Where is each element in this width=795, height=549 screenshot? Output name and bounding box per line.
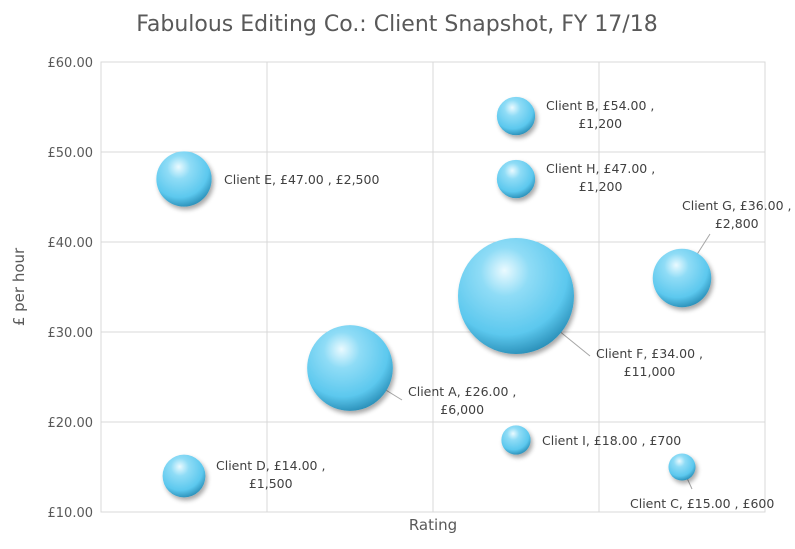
chart-title: Fabulous Editing Co.: Client Snapshot, F… [136,12,657,37]
data-label-line: £1,200 [578,116,622,131]
bubble-client-e [156,151,212,207]
data-label-line: Client C, £15.00 , £600 [630,496,774,511]
y-tick-label: £30.00 [48,326,94,341]
data-label-line: Client I, £18.00 , £700 [542,433,681,448]
data-label: Client E, £47.00 , £2,500 [224,172,379,187]
data-label-line: £2,800 [715,216,759,231]
y-tick-label: £60.00 [48,56,94,71]
data-labels: Client A, £26.00 , £6,000 Client B, £54.00… [216,98,791,511]
bubble-client-d [162,454,206,498]
bubbles [156,96,712,498]
bubble-client-c [668,453,696,481]
bubble-client-i [501,425,531,455]
data-label: Client B, £54.00 , £1,200 [546,98,654,131]
data-label-line: Client A, £26.00 , [408,384,516,399]
data-label: Client D, £14.00 , £1,500 [216,458,325,491]
y-tick-label: £40.00 [48,236,94,251]
data-label-line: Client E, £47.00 , £2,500 [224,172,379,187]
bubble-client-f [458,238,574,354]
y-tick-label: £20.00 [48,416,94,431]
data-label-line: Client G, £36.00 , [682,198,791,213]
x-axis-title: Rating [409,516,457,534]
data-label-line: Client H, £47.00 , [546,161,655,176]
data-label-line: £1,200 [579,179,623,194]
y-axis-ticks: £10.00 £20.00 £30.00 £40.00 £50.00 £60.00 [48,56,94,521]
bubble-client-a [307,325,393,411]
data-label: Client F, £34.00 , £11,000 [596,346,703,379]
data-label: Client I, £18.00 , £700 [542,433,681,448]
plot-area [100,61,766,513]
y-tick-label: £50.00 [48,146,94,161]
data-label-line: £11,000 [624,364,676,379]
data-label-line: Client B, £54.00 , [546,98,654,113]
data-label-line: £1,500 [249,476,293,491]
bubble-client-h [496,159,536,199]
data-label-line: £6,000 [440,402,484,417]
data-label-line: Client D, £14.00 , [216,458,325,473]
data-label: Client H, £47.00 , £1,200 [546,161,655,194]
data-label: Client G, £36.00 , £2,800 [682,198,791,231]
data-label-line: Client F, £34.00 , [596,346,703,361]
y-tick-label: £10.00 [48,506,94,521]
y-axis-title: £ per hour [10,247,28,326]
data-label: Client C, £15.00 , £600 [630,496,774,511]
data-label: Client A, £26.00 , £6,000 [408,384,516,417]
bubble-client-g [652,248,712,308]
bubble-client-b [496,96,536,136]
